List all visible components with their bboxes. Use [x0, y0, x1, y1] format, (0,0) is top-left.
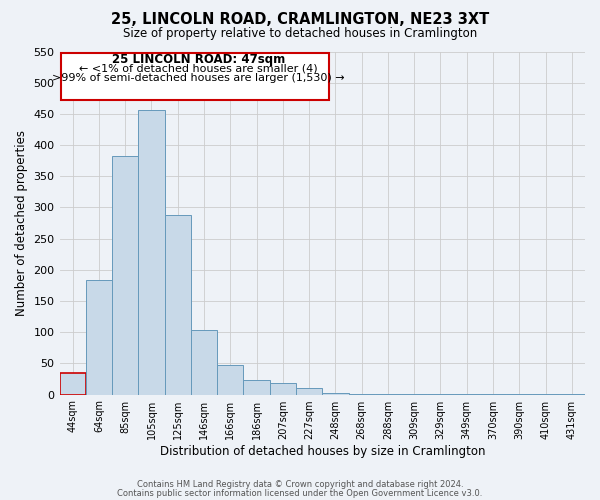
- Bar: [59, 373, 86, 394]
- Bar: [270, 384, 296, 394]
- FancyBboxPatch shape: [61, 54, 329, 100]
- Text: ← <1% of detached houses are smaller (4): ← <1% of detached houses are smaller (4): [79, 64, 318, 74]
- Bar: [296, 388, 322, 394]
- Text: 25 LINCOLN ROAD: 47sqm: 25 LINCOLN ROAD: 47sqm: [112, 54, 286, 66]
- X-axis label: Distribution of detached houses by size in Cramlington: Distribution of detached houses by size …: [160, 444, 485, 458]
- Y-axis label: Number of detached properties: Number of detached properties: [15, 130, 28, 316]
- Text: Contains public sector information licensed under the Open Government Licence v3: Contains public sector information licen…: [118, 488, 482, 498]
- Bar: [112, 156, 139, 394]
- Bar: [164, 215, 191, 394]
- Bar: [244, 380, 270, 394]
- Bar: [139, 110, 164, 395]
- Text: Size of property relative to detached houses in Cramlington: Size of property relative to detached ho…: [123, 28, 477, 40]
- Bar: [86, 280, 112, 394]
- Text: Contains HM Land Registry data © Crown copyright and database right 2024.: Contains HM Land Registry data © Crown c…: [137, 480, 463, 489]
- Text: 25, LINCOLN ROAD, CRAMLINGTON, NE23 3XT: 25, LINCOLN ROAD, CRAMLINGTON, NE23 3XT: [111, 12, 489, 28]
- Bar: [191, 330, 217, 394]
- Bar: [217, 364, 244, 394]
- Text: >99% of semi-detached houses are larger (1,530) →: >99% of semi-detached houses are larger …: [52, 74, 345, 84]
